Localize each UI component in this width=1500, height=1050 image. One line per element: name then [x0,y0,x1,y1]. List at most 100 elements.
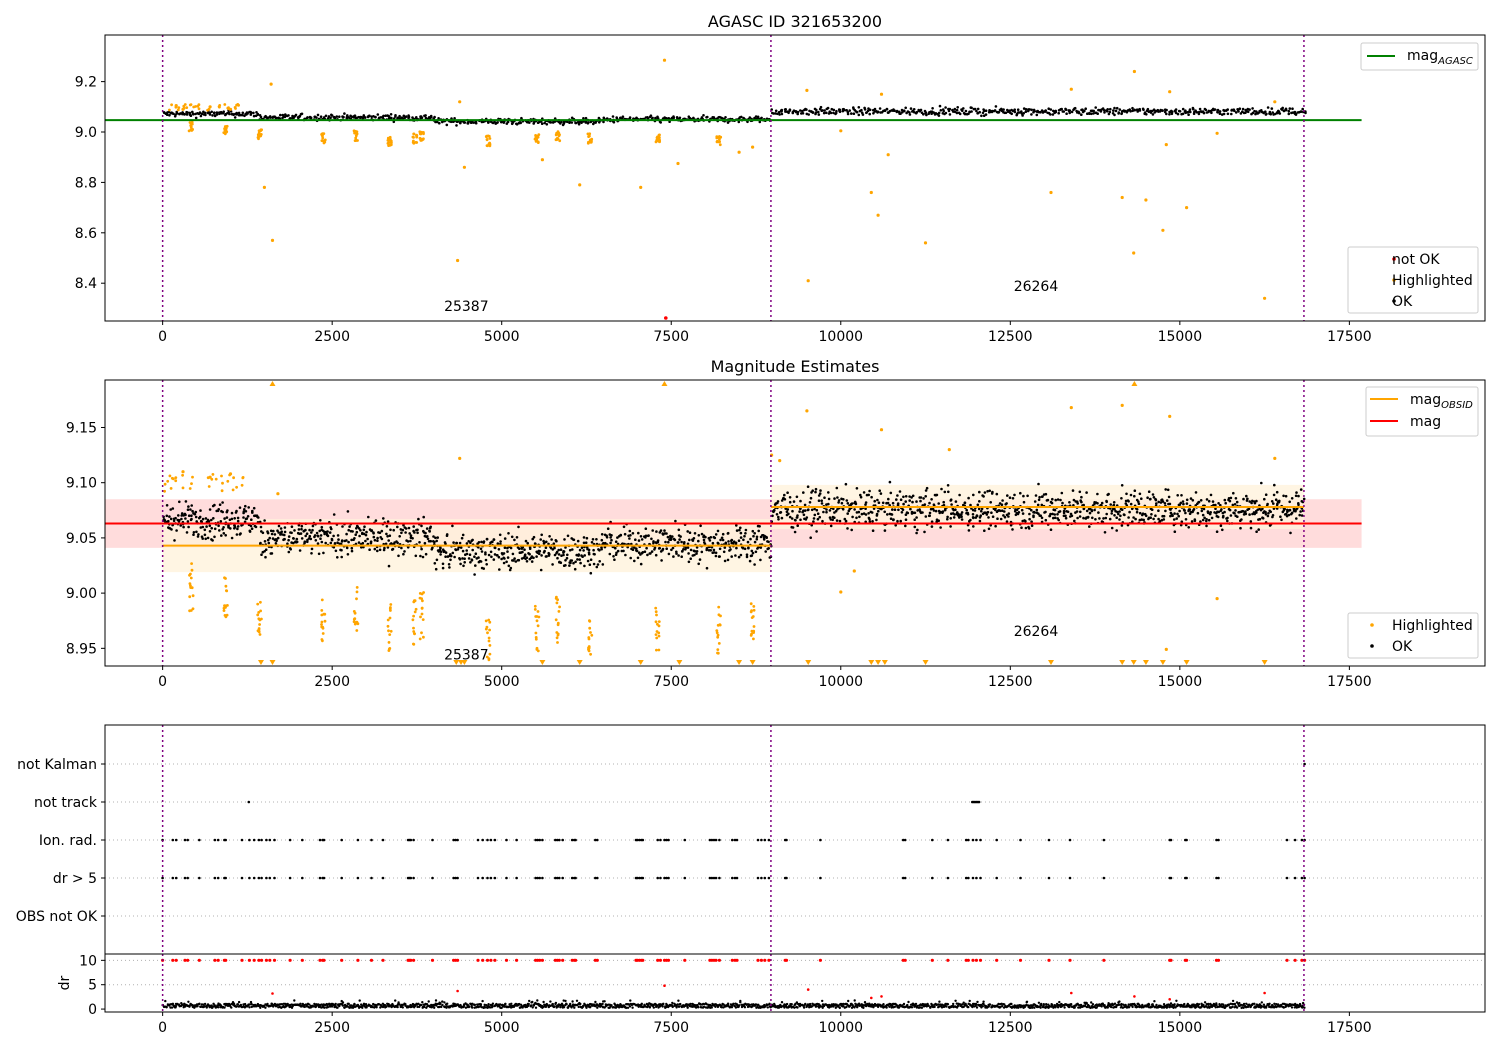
highlighted-point [654,140,658,144]
ok-point [986,490,989,493]
ok-point [932,509,936,512]
ok-point [394,114,397,117]
ok-point [432,535,435,538]
ok-point [751,551,755,555]
ok-point [850,502,854,505]
highlighted-point [719,614,722,618]
ok-point [1242,497,1245,501]
ok-point [700,550,704,554]
ok-point [453,117,456,120]
ok-point [369,540,373,543]
ion-rad-flag-point [561,838,564,842]
ok-point [622,525,626,529]
ok-point [536,121,540,124]
ok-point [747,546,750,549]
ok-point [213,111,216,114]
dr-gt-5-flag-point [819,876,822,880]
ok-point [313,534,317,537]
ok-point [817,113,821,116]
ok-point [351,530,354,533]
ok-point [820,502,824,505]
ok-point [348,525,351,528]
ok-point [367,515,370,519]
high-out-of-range-marker [1131,381,1138,386]
ok-point [846,502,850,505]
ok-point [993,109,996,113]
dr-point [327,1003,330,1006]
ok-point [906,511,910,515]
dr-gt-5-flag-point [767,876,771,880]
ok-point [1113,113,1116,117]
ok-point [322,551,325,555]
ok-point [811,111,815,114]
dr-point [591,1004,594,1007]
low-out-of-range-marker [736,660,743,665]
ok-point [628,116,632,119]
highlighted-point [587,649,591,653]
dr-gt-5-flag-point [252,876,256,880]
ok-point [850,528,853,532]
ok-point [523,553,527,556]
dr-point [187,1000,190,1003]
ok-point [1209,511,1212,514]
ok-point [846,112,850,116]
highlighted-point [556,632,560,636]
ok-point [1145,113,1148,116]
ok-point [820,499,823,503]
ok-point [259,115,263,119]
dr-gt-5-flag-point [370,876,373,880]
ok-point [1128,108,1131,111]
ok-point [1154,514,1157,517]
ok-point [1088,511,1092,515]
dr-point [446,1005,449,1008]
ok-point [584,541,588,544]
ok-point [1018,111,1022,114]
ok-point [168,114,171,117]
legend-label-not-ok: not OK [1392,252,1440,268]
ok-point [362,528,366,532]
highlighted-point [190,482,193,485]
ok-point [924,111,928,114]
ok-point [1120,497,1123,500]
ok-point [1172,518,1176,521]
ok-point [1200,509,1204,513]
highlighted-point [221,481,224,485]
highlighted-point [462,165,466,169]
ok-point [329,116,332,119]
ok-point [1079,510,1082,514]
ok-point [980,509,983,513]
ok-point [702,538,706,542]
ok-point [610,534,613,537]
ok-point [943,508,947,512]
ok-point [1040,109,1044,112]
dr-point [467,1005,471,1009]
ok-point [1255,511,1258,514]
ion-rad-flag-point [712,838,716,842]
ok-point [658,546,661,550]
ok-point [939,109,943,112]
ok-point [1070,110,1074,114]
ok-point [463,121,467,124]
highlighted-point [558,139,562,143]
ok-point [1280,108,1284,111]
ok-point [586,559,590,563]
ok-point [439,550,443,553]
ok-point [189,114,193,117]
highlighted-point [320,638,324,641]
ok-point [1201,513,1205,517]
ion-rad-flag-point [574,838,577,842]
highlighted-point [536,135,540,139]
ok-point [999,517,1003,521]
ok-point [402,552,405,556]
ok-point [400,116,404,119]
highlighted-point [535,646,539,650]
highlighted-point [214,477,218,481]
ok-point [1211,500,1215,503]
highlighted-point [536,624,540,628]
ok-point [1085,509,1089,513]
dr-point [256,1002,260,1006]
ok-point [561,123,565,127]
ok-point [834,111,838,115]
ok-point [573,567,577,571]
